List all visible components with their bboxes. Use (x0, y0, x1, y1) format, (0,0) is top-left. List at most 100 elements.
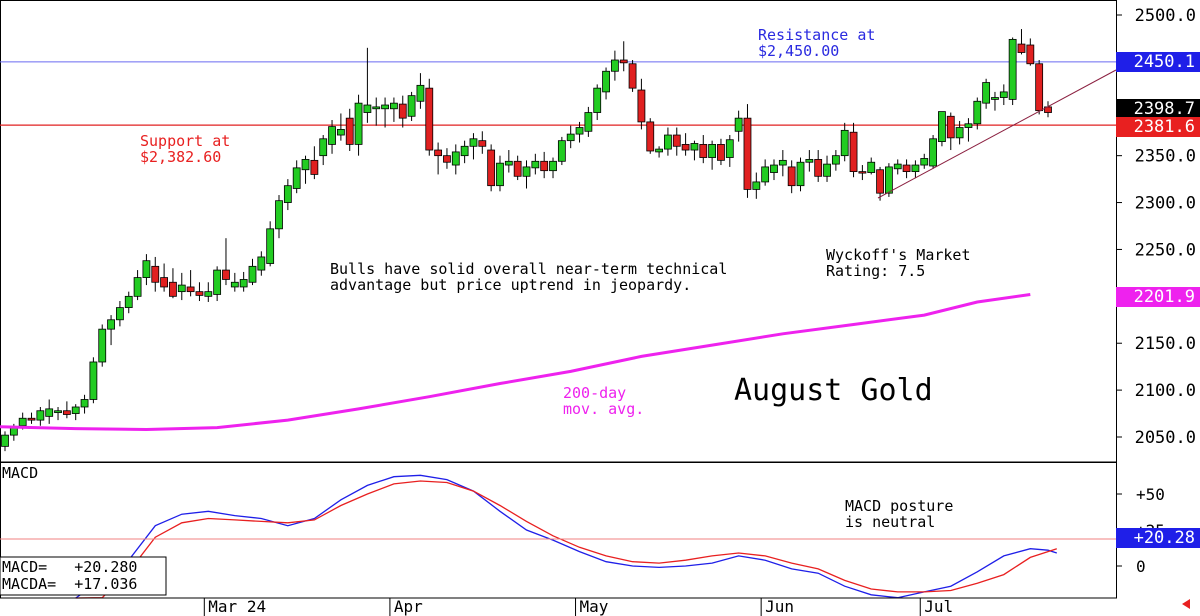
candle-body-down (345, 117, 354, 145)
candle (469, 133, 478, 160)
candle (283, 179, 292, 211)
candle-body-up (867, 161, 876, 173)
candle (478, 131, 487, 154)
candle-body-up (301, 159, 310, 171)
candle (345, 108, 354, 151)
candle (929, 135, 937, 169)
candle (628, 60, 637, 92)
candle-body-down (169, 281, 177, 297)
macda-line (75, 480, 1058, 599)
commentary-line1: Bulls have solid overall near-term techn… (330, 260, 727, 278)
candle-body-up (133, 277, 142, 297)
candle (257, 251, 266, 276)
candle-body-up (1, 434, 9, 447)
candle-body-up (991, 97, 999, 100)
candle-body-down (160, 277, 169, 288)
candle-body-up (770, 164, 778, 173)
candle (301, 155, 310, 184)
price-tick-label: 2500.0 (1135, 6, 1196, 26)
candle (549, 157, 557, 179)
candle (823, 155, 831, 182)
candle-body-up (71, 406, 80, 414)
candle-body-up (690, 143, 699, 151)
candle-body-up (116, 307, 124, 321)
scroll-left-arrow-icon[interactable] (1182, 599, 1190, 609)
candle-body-up (239, 279, 248, 288)
candle (946, 112, 955, 151)
candle (814, 150, 823, 182)
date-axis: Mar 24 Apr May Jun Jul (0, 597, 1116, 616)
candle-body-down (637, 89, 646, 123)
candle (398, 95, 407, 128)
candle (655, 146, 663, 158)
candle (717, 138, 725, 166)
price-tick-label: 2350.0 (1135, 147, 1196, 167)
candle-body-down (1017, 43, 1026, 53)
candle-body-up (831, 155, 840, 165)
candle-body-down (195, 291, 204, 296)
resistance-label-line1: Resistance at (758, 26, 875, 44)
candle-body-up (45, 408, 54, 417)
candle-body-up (407, 95, 416, 117)
candle (460, 140, 469, 164)
date-tick-label: May (580, 597, 609, 616)
candle-body-up (1008, 38, 1017, 100)
price-tick-label: 2300.0 (1135, 194, 1196, 214)
date-tick-label: Mar 24 (208, 597, 266, 616)
macd-annotation-line2: is neutral (845, 513, 935, 531)
candle-body-down (310, 159, 319, 175)
candle (62, 401, 71, 419)
candle-body-up (893, 163, 902, 170)
candle (328, 120, 336, 154)
candle-body-down (487, 149, 496, 187)
candle (319, 135, 328, 166)
candle-body-up (557, 140, 566, 162)
candle (619, 41, 628, 72)
candle-body-up (602, 70, 610, 93)
chart-title: August Gold (734, 373, 933, 408)
candle (876, 166, 884, 201)
candle (884, 163, 893, 197)
ma200-line (0, 293, 1031, 432)
candle-body-up (257, 256, 266, 271)
ma200-price-tag: 2201.9 (1116, 287, 1200, 307)
candle-body-down (27, 417, 36, 421)
ma-label-line2: mov. avg. (563, 400, 644, 418)
date-tick-label: Jul (924, 597, 953, 616)
candle-body-down (699, 144, 708, 158)
support-tag-text: 2381.6 (1134, 117, 1195, 137)
candle (831, 150, 840, 171)
commentary-line2: advantage but price uptrend in jeopardy. (330, 276, 691, 294)
candle (575, 121, 584, 143)
candle (407, 91, 416, 121)
candle (955, 120, 964, 145)
candlestick-series (1, 29, 1052, 452)
candle-body-up (124, 295, 133, 308)
candle (982, 78, 991, 109)
resistance-label-line2: $2,450.00 (758, 42, 839, 60)
candle (964, 118, 973, 142)
candle (699, 135, 708, 164)
candle-body-up (778, 159, 787, 166)
candle (778, 150, 787, 177)
candle (557, 136, 566, 166)
candle (761, 159, 770, 186)
candle-body-up (390, 102, 398, 110)
candle (1035, 60, 1044, 115)
macd-tick-label: +50 (1136, 485, 1165, 504)
candle-body-up (177, 284, 186, 293)
candle (186, 270, 195, 297)
candle (566, 125, 575, 149)
price-tick-label: 2150.0 (1135, 334, 1196, 354)
candle-body-down (646, 121, 655, 152)
candle-body-up (664, 134, 672, 150)
candle-body-up (999, 91, 1008, 98)
candle (416, 73, 425, 109)
last-price-tag: 2398.7 (1116, 99, 1200, 119)
candle-body-up (9, 427, 18, 436)
candle-body-down (443, 155, 451, 163)
candle-body-up (381, 104, 389, 110)
date-tick-label: Apr (394, 597, 423, 616)
candle (637, 78, 646, 130)
candle (770, 159, 778, 181)
